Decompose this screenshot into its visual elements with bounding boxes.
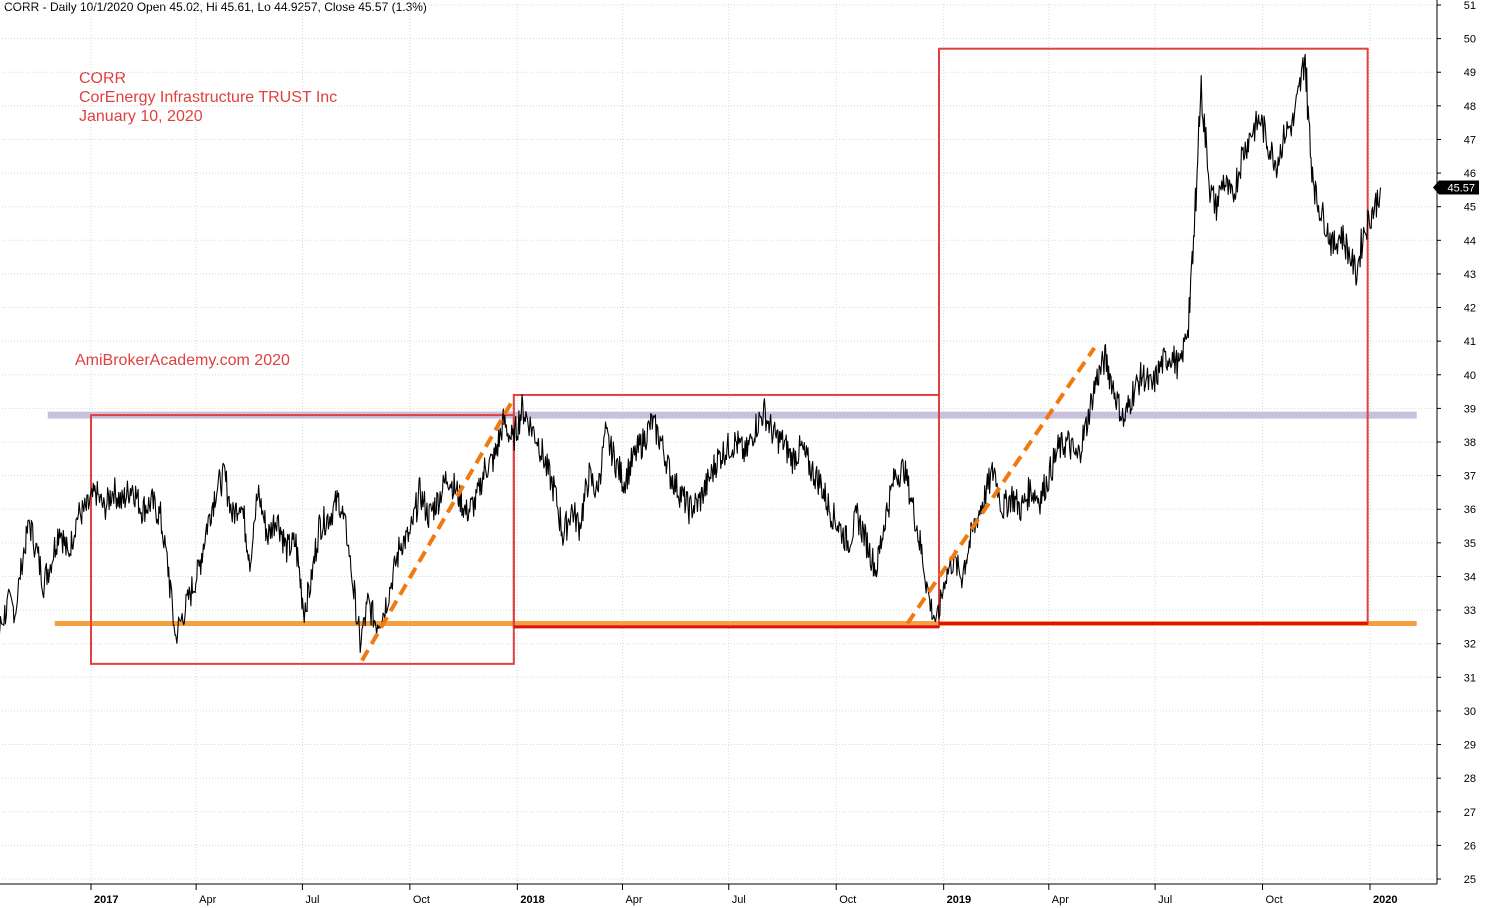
x-tick-label: Oct (413, 894, 430, 906)
y-tick-label: 27 (1464, 807, 1476, 819)
y-tick-label: 42 (1464, 303, 1476, 315)
price-series-line (0, 53, 1382, 654)
last-price-label: 45.57 (1447, 183, 1475, 195)
range-box (937, 47, 1369, 625)
x-tick-label: 2017 (94, 894, 118, 906)
y-tick-label: 39 (1464, 403, 1476, 415)
y-tick-label: 50 (1464, 34, 1476, 46)
y-tick-label: 29 (1464, 740, 1476, 752)
x-tick-label: Apr (199, 894, 216, 906)
range-box (512, 393, 940, 628)
y-tick-label: 45 (1464, 202, 1476, 214)
y-tick-label: 36 (1464, 504, 1476, 516)
x-tick-label: Jul (305, 894, 319, 906)
x-tick-label: 2020 (1373, 894, 1397, 906)
y-tick-label: 33 (1464, 605, 1476, 617)
x-tick-label: 2019 (947, 894, 971, 906)
y-tick-label: 40 (1464, 370, 1476, 382)
x-tick-label: Jul (1158, 894, 1172, 906)
y-tick-label: 37 (1464, 471, 1476, 483)
y-tick-label: 35 (1464, 538, 1476, 550)
x-tick-label: Oct (839, 894, 856, 906)
y-tick-label: 44 (1464, 235, 1476, 247)
y-tick-label: 47 (1464, 134, 1476, 146)
x-tick-label: Jul (732, 894, 746, 906)
y-tick-label: 51 (1464, 0, 1476, 12)
trend-line-dashed (905, 346, 1096, 625)
y-tick-label: 26 (1464, 840, 1476, 852)
y-tick-label: 32 (1464, 639, 1476, 651)
x-tick-label: Apr (625, 894, 642, 906)
trend-line-dashed (360, 397, 516, 662)
y-tick-label: 34 (1464, 571, 1476, 583)
y-tick-label: 38 (1464, 437, 1476, 449)
watermark-label: AmiBrokerAcademy.com 2020 (75, 352, 290, 369)
last-price-tag (1433, 180, 1479, 195)
y-tick-label: 30 (1464, 706, 1476, 718)
y-tick-label: 25 (1464, 874, 1476, 886)
y-tick-label: 31 (1464, 672, 1476, 684)
y-tick-label: 28 (1464, 773, 1476, 785)
x-tick-label: 2018 (520, 894, 544, 906)
range-box (90, 414, 515, 665)
y-tick-label: 48 (1464, 101, 1476, 113)
chart-header: CORR - Daily 10/1/2020 Open 45.02, Hi 45… (4, 0, 427, 14)
y-tick-label: 49 (1464, 67, 1476, 79)
y-tick-label: 46 (1464, 168, 1476, 180)
company-label: CorEnergy Infrastructure TRUST Inc (79, 89, 338, 106)
date-label: January 10, 2020 (79, 108, 203, 125)
y-tick-label: 43 (1464, 269, 1476, 281)
x-tick-label: Apr (1052, 894, 1069, 906)
y-tick-label: 41 (1464, 336, 1476, 348)
x-tick-label: Oct (1266, 894, 1283, 906)
